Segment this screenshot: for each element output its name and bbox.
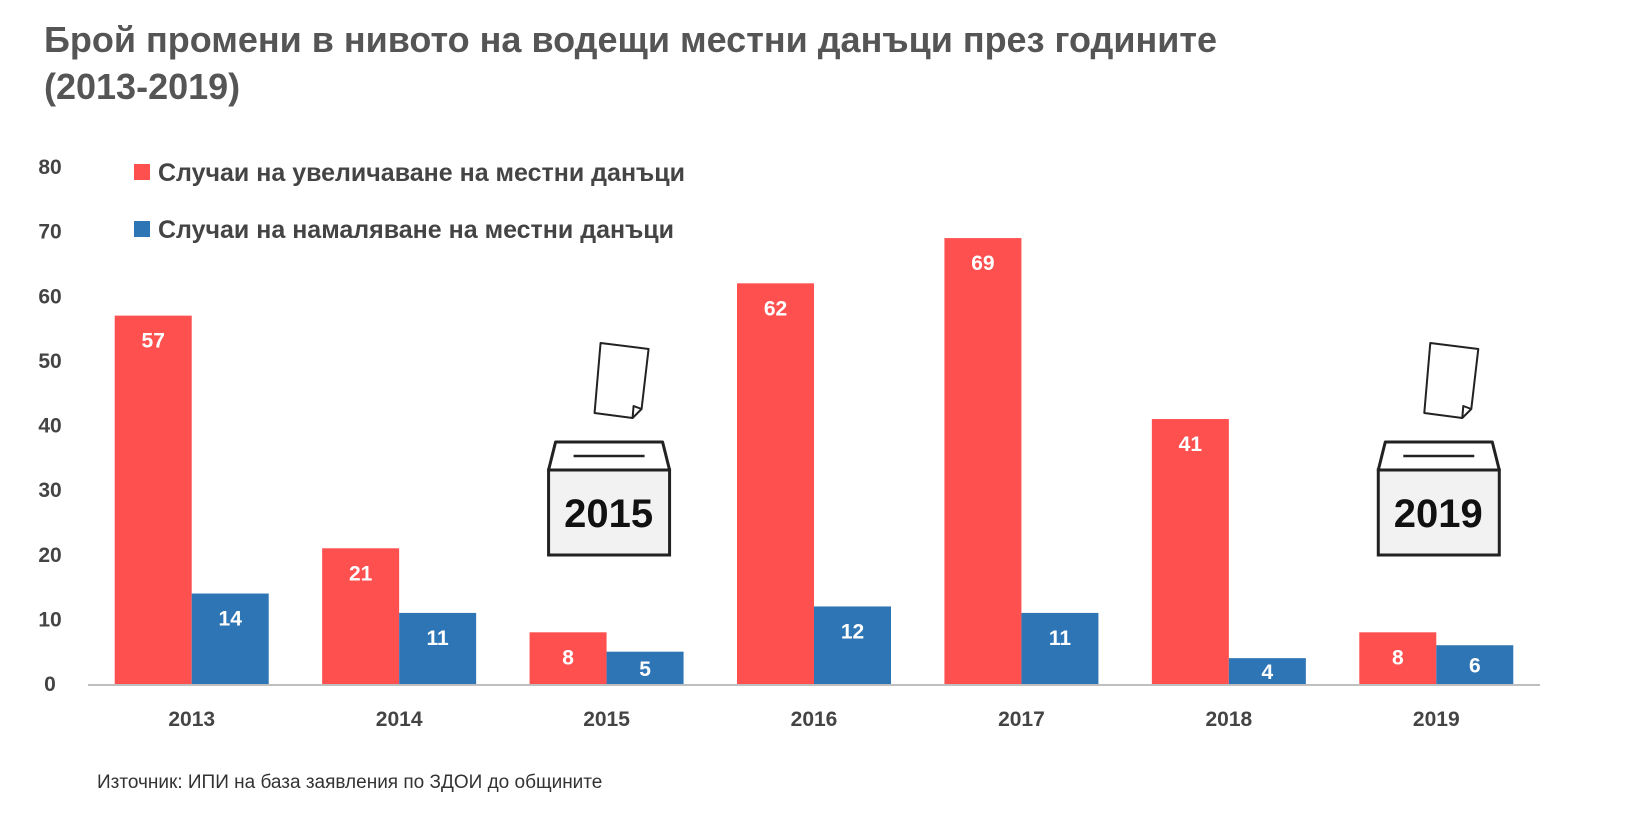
bars: 57 14 21 11 8 5 62 12 69 11 41 4 8 6 (114, 238, 1514, 684)
legend-label: Случаи на намаляване на местни данъци (158, 216, 674, 244)
bar-increase (322, 548, 400, 684)
x-axis: 2013 2014 2015 2016 2017 2018 2019 (168, 708, 1459, 731)
bar-decrease (191, 593, 269, 684)
y-tick-label: 70 (38, 221, 61, 244)
y-tick-label: 40 (38, 415, 61, 438)
legend: Случаи на увеличаване на местни данъци Сл… (134, 159, 685, 244)
legend-swatch-increase (134, 164, 150, 180)
data-label: 8 (1392, 646, 1404, 669)
ballot-box-icon: 2019 (1376, 342, 1501, 557)
data-label: 12 (841, 620, 864, 643)
bar-increase (529, 632, 607, 684)
source-note: Източник: ИПИ на база заявления по ЗДОИ … (97, 772, 603, 793)
data-label: 57 (142, 330, 165, 353)
data-label: 62 (764, 297, 787, 320)
y-axis: 0 10 20 30 40 50 60 70 80 (38, 156, 61, 696)
x-tick-label: 2016 (791, 708, 838, 731)
ballot-year-label: 2015 (564, 492, 653, 536)
x-tick-label: 2013 (168, 708, 215, 731)
y-tick-label: 50 (38, 350, 61, 373)
y-tick-label: 30 (38, 479, 61, 502)
data-label: 6 (1469, 655, 1481, 678)
chart-title: Брой промени в нивото на водещи местни д… (44, 16, 1444, 110)
data-label: 8 (562, 646, 574, 669)
bar-decrease (606, 651, 684, 684)
chart-title-line2: (2013-2019) (44, 66, 241, 107)
data-label: 4 (1262, 661, 1274, 684)
bar-decrease (399, 612, 477, 684)
chart-title-line1: Брой промени в нивото на водещи местни д… (44, 19, 1218, 60)
data-label: 11 (1049, 627, 1072, 650)
bar-increase (1151, 419, 1229, 684)
bar-decrease (1021, 612, 1099, 684)
x-tick-label: 2017 (998, 708, 1045, 731)
data-label: 5 (639, 658, 651, 681)
bar-increase (114, 315, 192, 684)
ballot-year-label: 2019 (1394, 492, 1483, 536)
ballot-box-icon: 2015 (547, 342, 672, 557)
bar-decrease (814, 606, 891, 684)
x-tick-label: 2018 (1205, 708, 1252, 731)
annotations: 2015 2019 (547, 342, 1501, 557)
x-tick-label: 2019 (1413, 708, 1460, 731)
y-tick-label: 60 (38, 285, 61, 308)
bar-decrease (1228, 658, 1306, 684)
bar-increase (737, 283, 814, 684)
data-label: 14 (219, 608, 243, 631)
data-label: 11 (427, 627, 450, 650)
data-label: 21 (349, 562, 373, 585)
data-label: 41 (1179, 433, 1203, 456)
y-tick-label: 80 (38, 156, 61, 179)
x-tick-label: 2015 (583, 708, 630, 731)
legend-label: Случаи на увеличаване на местни данъци (158, 159, 685, 187)
y-tick-label: 10 (38, 608, 61, 631)
bar-increase (944, 238, 1022, 684)
x-tick-label: 2014 (376, 708, 423, 731)
y-tick-label: 20 (38, 544, 61, 567)
bar-increase (1359, 632, 1437, 684)
y-tick-label: 0 (44, 673, 56, 696)
bar-decrease (1436, 645, 1514, 684)
data-label: 69 (971, 252, 994, 275)
legend-swatch-decrease (134, 221, 150, 237)
